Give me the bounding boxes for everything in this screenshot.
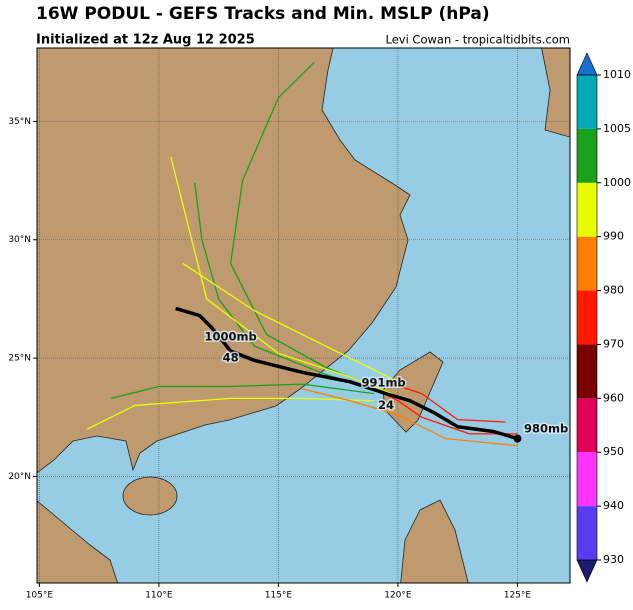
mean-track xyxy=(175,306,518,441)
annotation: 980mb xyxy=(524,422,568,436)
japan xyxy=(541,48,570,138)
x-tick-label: 120°E xyxy=(384,591,412,601)
map-frame xyxy=(36,47,571,584)
grid xyxy=(37,48,570,583)
colorbar-label: 970 xyxy=(603,337,624,350)
colorbar-segment xyxy=(577,398,597,453)
colorbar-label: 930 xyxy=(603,553,624,566)
y-tick-label: 25°N xyxy=(8,354,31,364)
map: 980mb 991mb 24 1000mb 48 xyxy=(37,48,570,583)
member-track xyxy=(86,397,375,430)
member-track xyxy=(229,61,399,397)
annotation: 24 xyxy=(378,398,394,412)
y-tick-label: 35°N xyxy=(8,117,31,127)
colorbar-segment xyxy=(577,290,597,345)
x-tick-label: 105°E xyxy=(26,591,54,601)
credit: Levi Cowan - tropicaltidbits.com xyxy=(386,33,571,47)
colorbar-segment xyxy=(577,236,597,291)
colorbar-segment xyxy=(577,344,597,399)
colorbar-segment xyxy=(577,452,597,507)
colorbar-segment xyxy=(577,182,597,237)
x-tick-label: 110°E xyxy=(145,591,173,601)
colorbar-label: 980 xyxy=(603,284,624,297)
member-track xyxy=(385,381,506,423)
colorbar-segment xyxy=(577,75,597,129)
y-tick-label: 20°N xyxy=(8,472,31,482)
colorbar-low xyxy=(576,559,598,583)
luzon xyxy=(400,499,469,583)
chart-subtitle: Initialized at 12z Aug 12 2025 xyxy=(36,33,255,48)
colorbar-segment xyxy=(577,128,597,183)
annotation: 991mb xyxy=(361,375,405,389)
colorbar-label: 960 xyxy=(603,391,624,404)
member-track xyxy=(302,388,518,447)
annotation: 1000mb xyxy=(204,329,256,343)
colorbar-label: 990 xyxy=(603,230,624,243)
annotation: 48 xyxy=(223,351,239,365)
colorbar-label: 1005 xyxy=(603,122,631,135)
colorbar-label: 950 xyxy=(603,445,624,458)
vietnam xyxy=(37,500,119,583)
colorbar-label: 1010 xyxy=(603,68,631,81)
tracks: 980mb 991mb 24 1000mb 48 xyxy=(86,61,570,447)
y-tick-label: 30°N xyxy=(8,235,31,245)
member-track xyxy=(170,156,423,407)
colorbar: 930 940 950 960 970 980 990 1000 1005 1010 xyxy=(576,52,631,583)
colorbar-frame xyxy=(576,74,598,561)
member-track xyxy=(110,383,375,399)
colorbar-label: 940 xyxy=(603,499,624,512)
chart-title: 16W PODUL - GEFS Tracks and Min. MSLP (h… xyxy=(36,4,490,24)
colorbar-segment xyxy=(577,506,597,560)
labels: 105°E 110°E 115°E 120°E 125°E 20°N 25°N 30°N 35°… xyxy=(8,117,531,601)
member-track xyxy=(182,262,399,383)
colorbar-high xyxy=(576,52,598,76)
x-tick-label: 115°E xyxy=(265,591,293,601)
colorbar-label: 1000 xyxy=(603,176,631,189)
x-tick-label: 125°E xyxy=(504,591,532,601)
hainan xyxy=(122,476,178,516)
member-track xyxy=(373,388,518,435)
storm-position xyxy=(513,434,522,443)
